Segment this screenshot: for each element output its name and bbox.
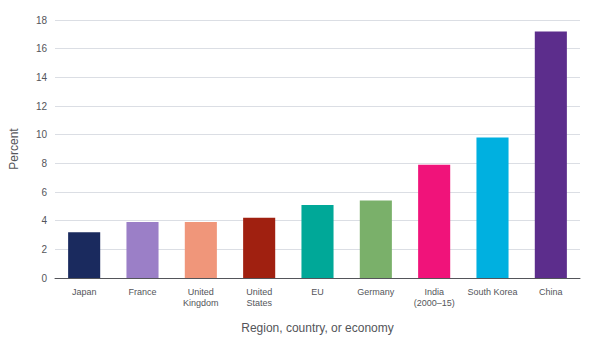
svg-text:(2000–15): (2000–15) bbox=[414, 298, 455, 308]
svg-text:6: 6 bbox=[41, 187, 47, 198]
svg-text:Percent: Percent bbox=[7, 128, 21, 170]
svg-text:2: 2 bbox=[41, 244, 47, 255]
svg-text:0: 0 bbox=[41, 273, 47, 284]
svg-text:14: 14 bbox=[36, 72, 48, 83]
svg-text:France: France bbox=[128, 287, 156, 297]
svg-text:18: 18 bbox=[36, 15, 48, 26]
svg-text:Kingdom: Kingdom bbox=[183, 298, 219, 308]
svg-text:EU: EU bbox=[311, 287, 324, 297]
svg-text:4: 4 bbox=[41, 215, 47, 226]
svg-text:Region, country, or economy: Region, country, or economy bbox=[241, 321, 394, 335]
svg-text:8: 8 bbox=[41, 158, 47, 169]
svg-text:India: India bbox=[424, 287, 444, 297]
svg-text:States: States bbox=[246, 298, 272, 308]
svg-text:Germany: Germany bbox=[357, 287, 395, 297]
svg-text:South Korea: South Korea bbox=[467, 287, 517, 297]
svg-text:Japan: Japan bbox=[72, 287, 97, 297]
svg-text:United: United bbox=[246, 287, 272, 297]
svg-text:China: China bbox=[539, 287, 563, 297]
svg-text:16: 16 bbox=[36, 43, 48, 54]
svg-text:United: United bbox=[188, 287, 214, 297]
svg-text:10: 10 bbox=[36, 129, 48, 140]
svg-text:12: 12 bbox=[36, 101, 48, 112]
